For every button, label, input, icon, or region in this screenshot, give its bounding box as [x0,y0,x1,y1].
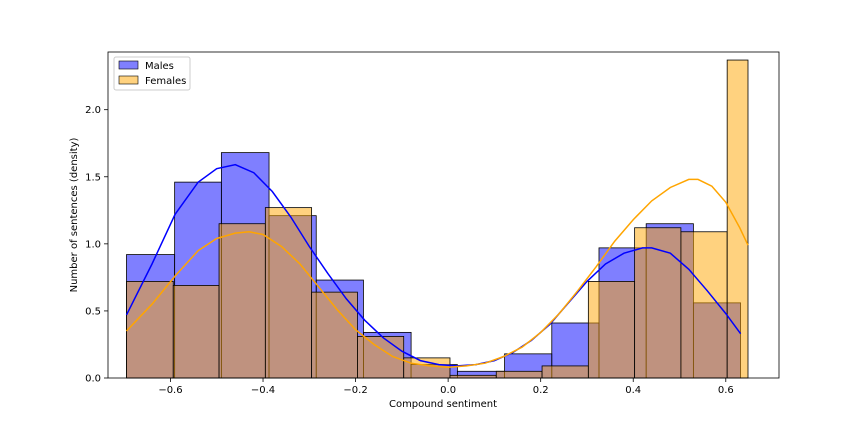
legend[interactable]: Males Females [113,56,191,91]
y-tick-label: 1.5 [85,172,101,183]
kde-line-males [125,163,742,367]
y-tick-label: 2.0 [85,105,101,116]
x-axis-label: Compound sentiment [389,399,497,410]
plot-frame [107,51,780,379]
bar-females-11 [634,227,682,379]
y-axis-label: Number of sentences (density) [69,138,80,293]
bar-females-7 [449,374,497,379]
bar-females-9 [541,365,589,379]
legend-label-males: Males [145,61,174,72]
x-tick-label: −0.2 [343,385,367,396]
y-axis: 0.0 0.5 1.0 1.5 2.0 [85,105,108,385]
x-tick-label: 0.6 [718,385,734,396]
x-tick-label: −0.6 [158,385,182,396]
kde-curves [125,163,749,369]
legend-label-females: Females [145,76,186,87]
x-tick-label: 0.4 [625,385,641,396]
bar-females-12 [680,231,728,379]
kde-line-females [125,178,749,369]
legend-swatch-females [118,75,139,85]
bar-females-10 [587,281,636,379]
y-tick-label: 0.0 [85,374,101,385]
y-tick-label: 1.0 [85,239,101,250]
x-tick-label: 0.0 [440,385,456,396]
bar-females-0 [126,281,174,379]
x-tick-label: 0.2 [533,385,549,396]
x-axis: −0.6 −0.4 −0.2 0.0 0.2 0.4 0.6 [158,378,734,396]
bar-females-3 [264,207,313,379]
bar-females-6 [403,357,451,379]
bar-females-1 [172,285,220,379]
legend-swatch-males [118,60,139,70]
bar-females-5 [357,336,405,379]
bar-females-8 [495,370,543,379]
y-tick-label: 0.5 [85,306,101,317]
x-tick-label: −0.4 [251,385,275,396]
bar-females-2 [218,223,266,379]
bar-females-4 [311,291,358,379]
